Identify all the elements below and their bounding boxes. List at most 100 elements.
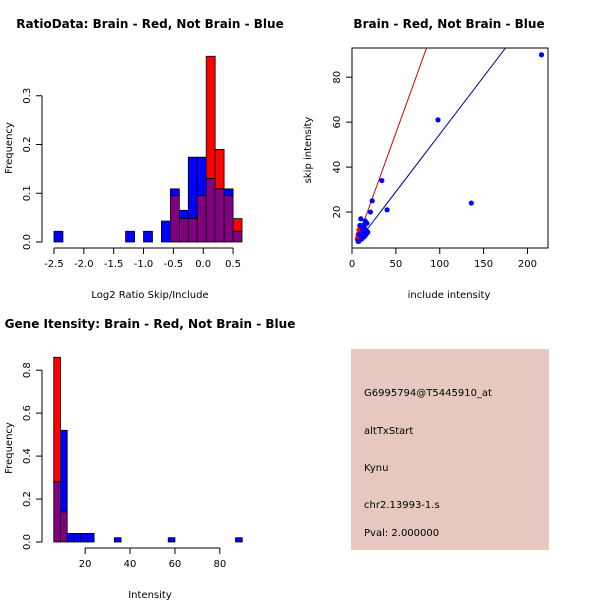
scatter-marks	[354, 48, 545, 244]
ratio-x-tick-label: -1.0	[134, 259, 154, 270]
ratio-blue-bar	[143, 230, 153, 243]
scatter-point-not-brain	[369, 198, 375, 204]
intensity-blue-bar	[60, 429, 68, 513]
ratio-histogram-panel: RatioData: Brain - Red, Not Brain - Blue…	[4, 17, 284, 301]
scatter-point-not-brain	[384, 207, 390, 213]
scatter-fit-line-brain	[355, 48, 428, 243]
scatter-point-not-brain	[356, 231, 362, 238]
ratio-overlap-bar	[205, 178, 216, 243]
ratio-overlap-bar	[196, 195, 207, 243]
info-panel-background	[351, 349, 549, 550]
ratio-blue-bar	[196, 156, 207, 197]
scatter-y-tick-label: 40	[332, 161, 343, 174]
scatter-point-not-brain	[468, 200, 474, 206]
intensity-overlap-bar	[53, 481, 61, 543]
ratio-histogram-axes: -2.5 -2.0 -1.5 -1.0 -0.5 0.0 0.5 0.0 0.1 0.2 0.3	[22, 88, 241, 270]
intensity-scatter-panel: Brain - Red, Not Brain - Blue include in…	[303, 17, 549, 301]
ratio-overlap-bar	[223, 195, 234, 243]
scatter-x-tick-label: 200	[518, 259, 537, 270]
ratio-x-tick-label: 0.0	[195, 259, 211, 270]
intensity-histogram-ylabel: Frequency	[4, 422, 15, 474]
intensity-blue-bar	[73, 533, 82, 543]
gene-name: Kynu	[364, 463, 388, 474]
intensity-y-tick-label: 0.2	[22, 491, 33, 507]
ratio-histogram-title: RatioData: Brain - Red, Not Brain - Blue	[16, 17, 283, 31]
intensity-blue-bar	[113, 537, 122, 543]
scatter-y-tick-label: 80	[332, 71, 343, 84]
ratio-blue-bar	[223, 188, 234, 197]
locus: chr2.13993-1.s	[364, 500, 440, 511]
ratio-overlap-bar	[187, 218, 198, 243]
ratio-y-tick-label: 0.2	[22, 137, 33, 153]
intensity-overlap-bar	[60, 511, 68, 543]
intensity-histogram-xlabel: Intensity	[128, 590, 172, 600]
intensity-y-tick-label: 0.0	[22, 534, 33, 550]
scatter-point-not-brain	[363, 231, 369, 238]
intensity-histogram-bars	[53, 356, 243, 543]
ratio-overlap-bar	[214, 188, 225, 243]
intensity-y-tick-label: 0.6	[22, 405, 33, 421]
scatter-y-tick-label: 60	[332, 116, 343, 129]
scatter-plot-area	[354, 48, 545, 244]
ratio-blue-bar	[53, 230, 64, 243]
intensity-x-tick-label: 80	[213, 559, 226, 570]
intensity-red-bar	[53, 356, 61, 483]
ratio-overlap-bar	[178, 218, 189, 243]
ratio-blue-bar	[187, 156, 198, 220]
ratio-x-tick-label: -2.0	[74, 259, 94, 270]
scatter-x-tick-label: 50	[389, 259, 402, 270]
ratio-red-bar	[205, 55, 216, 180]
scatter-x-tick-label: 150	[474, 259, 493, 270]
scatter-axes: 0 50 100 150 200 20 40 60 80	[332, 71, 537, 270]
probe-id: G6995794@T5445910_at	[364, 388, 492, 399]
ratio-red-bar	[232, 218, 243, 232]
intensity-blue-bar	[235, 537, 243, 543]
ratio-histogram-bars	[53, 55, 243, 243]
ratio-blue-bar	[178, 209, 189, 219]
intensity-blue-bar	[66, 533, 75, 543]
ratio-y-tick-label: 0.1	[22, 185, 33, 201]
ratio-x-tick-label: -1.5	[104, 259, 124, 270]
scatter-point-not-brain	[358, 216, 364, 222]
intensity-x-tick-label: 20	[79, 559, 92, 570]
ratio-histogram-ylabel: Frequency	[4, 122, 15, 174]
intensity-blue-bar	[87, 533, 95, 543]
scatter-fit-line-not-brain	[355, 48, 506, 244]
scatter-x-tick-label: 100	[430, 259, 449, 270]
intensity-x-tick-label: 40	[124, 559, 137, 570]
scatter-plot-frame	[351, 47, 549, 249]
scatter-xlabel: include intensity	[408, 290, 491, 301]
scatter-point-not-brain	[435, 117, 441, 123]
intensity-blue-bar	[80, 533, 88, 543]
scatter-point-not-brain	[367, 209, 374, 215]
ratio-overlap-bar	[232, 230, 243, 243]
ratio-histogram-xlabel: Log2 Ratio Skip/Include	[91, 290, 208, 301]
scatter-point-not-brain	[364, 220, 370, 226]
ratio-x-tick-label: -0.5	[164, 259, 184, 270]
info-panel: G6995794@T5445910_at altTxStart Kynu chr…	[351, 349, 549, 550]
p-value: Pval: 2.000000	[364, 528, 439, 539]
intensity-histogram-panel: Gene Itensity: Brain - Red, Not Brain - …	[4, 317, 295, 600]
ratio-blue-bar	[125, 230, 135, 243]
intensity-x-tick-label: 60	[169, 559, 182, 570]
intensity-blue-bar	[167, 537, 176, 543]
scatter-y-tick-label: 20	[332, 206, 343, 219]
scatter-ylabel: skip intensity	[303, 117, 314, 184]
ratio-x-tick-label: -2.5	[44, 259, 64, 270]
scatter-title: Brain - Red, Not Brain - Blue	[353, 17, 544, 31]
ratio-blue-bar	[169, 188, 180, 197]
ratio-blue-bar	[161, 220, 171, 243]
scatter-point-not-brain	[538, 52, 545, 58]
event-type: altTxStart	[364, 426, 413, 437]
intensity-y-tick-label: 0.8	[22, 362, 33, 378]
ratio-red-bar	[214, 148, 225, 190]
intensity-y-tick-label: 0.4	[22, 448, 33, 464]
intensity-histogram-title: Gene Itensity: Brain - Red, Not Brain - …	[5, 317, 296, 331]
ratio-y-tick-label: 0.3	[22, 88, 33, 104]
scatter-point-not-brain	[359, 222, 366, 229]
intensity-histogram-axes: 20 40 60 80 0.0 0.2 0.4 0.6 0.8	[22, 362, 226, 570]
ratio-overlap-bar	[169, 195, 180, 243]
ratio-y-tick-label: 0.0	[22, 234, 33, 250]
scatter-x-tick-label: 0	[349, 259, 355, 270]
